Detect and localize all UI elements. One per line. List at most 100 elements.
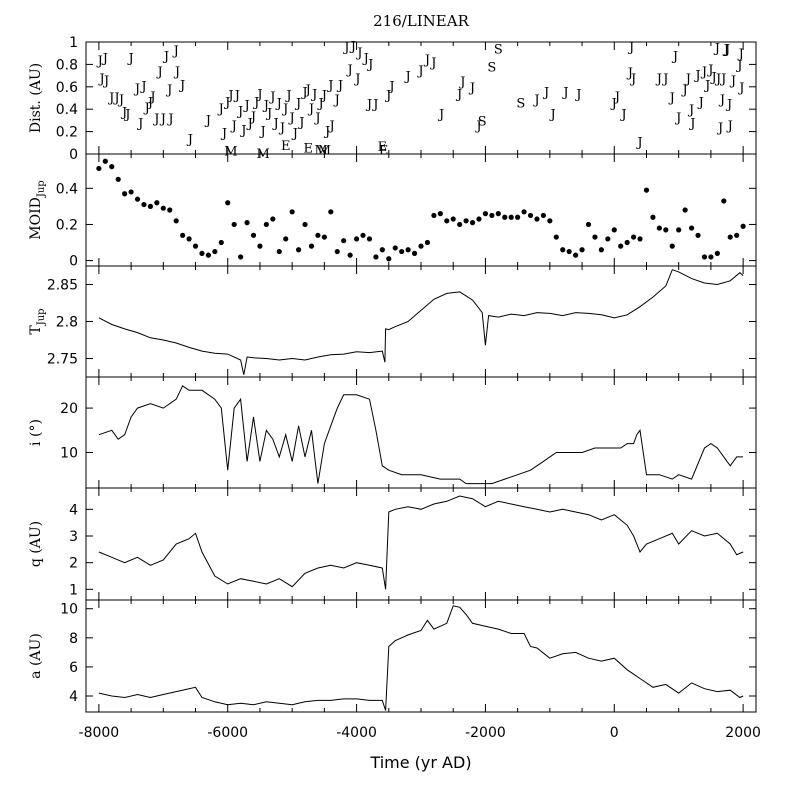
data-letter-J: J [474, 119, 481, 134]
data-letter-J: J [455, 88, 462, 103]
data-letter-J: J [204, 113, 211, 128]
data-point-moid [360, 232, 366, 238]
data-letter-J: J [166, 112, 173, 127]
y-tick-label-a: 8 [69, 631, 78, 647]
data-point-moid [263, 221, 269, 228]
data-point-moid [283, 236, 289, 242]
data-letter-J: J [735, 58, 742, 73]
data-letter-J: J [532, 93, 539, 108]
panel-a: 4 6 8 10 a (AU) [28, 599, 757, 713]
data-letter-J: J [178, 79, 185, 94]
data-point-moid [540, 212, 547, 219]
data-point-moid [650, 214, 656, 220]
data-letter-J: J [112, 91, 119, 106]
data-point-moid [547, 218, 553, 224]
data-letter-J: J [613, 90, 620, 105]
data-point-moid [482, 211, 489, 217]
data-line-a [98, 605, 744, 711]
data-letter-M: M [224, 145, 237, 160]
data-point-moid [695, 232, 701, 238]
x-tick-label: 0 [610, 725, 619, 741]
data-letter-J: J [574, 88, 581, 103]
data-letter-J: J [268, 90, 275, 105]
data-letter-J: J [700, 65, 707, 80]
data-letter-J: J [629, 72, 636, 87]
data-letter-J: J [313, 111, 320, 126]
data-letter-J: J [242, 99, 249, 114]
data-point-moid [579, 247, 585, 253]
data-letter-J: J [684, 72, 691, 87]
data-point-moid [734, 232, 740, 238]
data-letter-J: J [327, 119, 334, 134]
data-letter-E: E [379, 144, 389, 159]
data-letter-J: J [271, 117, 278, 132]
y-tick-label-dist: 1 [69, 35, 78, 51]
y-tick-label-a: 10 [60, 602, 78, 618]
data-point-moid [457, 221, 463, 228]
data-letter-S: S [494, 43, 503, 58]
y-tick-label-dist: 0.4 [56, 102, 78, 118]
y-axis-label-sub-tjup: Jup [36, 308, 47, 326]
data-letter-J: J [468, 81, 475, 96]
data-letter-J: J [713, 42, 720, 57]
data-point-moid [212, 248, 218, 255]
data-letter-J: J [143, 101, 150, 116]
data-letter-J: J [626, 66, 633, 81]
data-letter-J: J [387, 80, 394, 95]
data-letter-J: J [152, 112, 159, 127]
data-point-moid [186, 236, 192, 242]
data-point-moid [180, 232, 186, 238]
data-letter-J: J [275, 96, 282, 111]
data-point-moid [721, 198, 727, 204]
data-point-moid [270, 216, 276, 222]
data-letter-J: J [120, 105, 127, 120]
data-point-moid [553, 234, 559, 240]
y-tick-label-tjup: 2.8 [56, 315, 78, 331]
y-tick-label-q: 3 [69, 529, 78, 545]
data-letter-J: J [304, 83, 311, 98]
data-letter-J: J [548, 108, 555, 123]
data-letter-J: J [674, 111, 681, 126]
data-letter-J: J [697, 95, 704, 110]
data-point-moid [495, 211, 501, 217]
data-point-moid [489, 212, 495, 219]
data-point-moid [708, 254, 714, 260]
data-point-moid [373, 254, 379, 260]
data-point-moid [643, 187, 650, 193]
data-letter-J: J [101, 52, 108, 67]
panel-q-frame [85, 487, 757, 601]
data-letter-J: J [681, 83, 688, 98]
data-letter-J: J [365, 98, 372, 113]
data-point-moid [173, 218, 179, 224]
data-point-moid [637, 236, 643, 242]
data-letter-J: J [220, 127, 227, 142]
data-point-moid [160, 205, 166, 211]
data-letter-J: J [133, 82, 140, 97]
data-point-moid [605, 236, 611, 242]
data-letter-J: J [404, 70, 411, 85]
data-point-moid [225, 200, 231, 206]
data-letter-M: M [318, 144, 331, 159]
chart-title: 216/LINEAR [373, 12, 469, 30]
panel-moid: 0 0.2 0.4 MOIDJup [28, 153, 757, 270]
data-point-moid [656, 225, 662, 231]
data-letter-J: J [284, 89, 291, 104]
y-axis-label-a: a (AU) [28, 633, 44, 679]
data-letter-J: J [703, 79, 710, 94]
data-letter-J: J [423, 53, 430, 68]
data-point-moid [618, 243, 624, 249]
data-letter-J: J [162, 49, 169, 64]
data-letter-J: J [217, 102, 224, 117]
data-point-moid [463, 218, 469, 224]
data-letter-J: J [542, 85, 549, 100]
data-letter-J: J [252, 95, 259, 110]
data-letter-J: J [355, 46, 362, 61]
data-letter-J: J [723, 43, 730, 58]
data-letter-J: J [146, 95, 153, 110]
data-point-moid [366, 236, 373, 242]
data-letter-J: J [610, 96, 617, 111]
data-point-moid [244, 220, 250, 226]
data-point-moid [386, 256, 392, 262]
